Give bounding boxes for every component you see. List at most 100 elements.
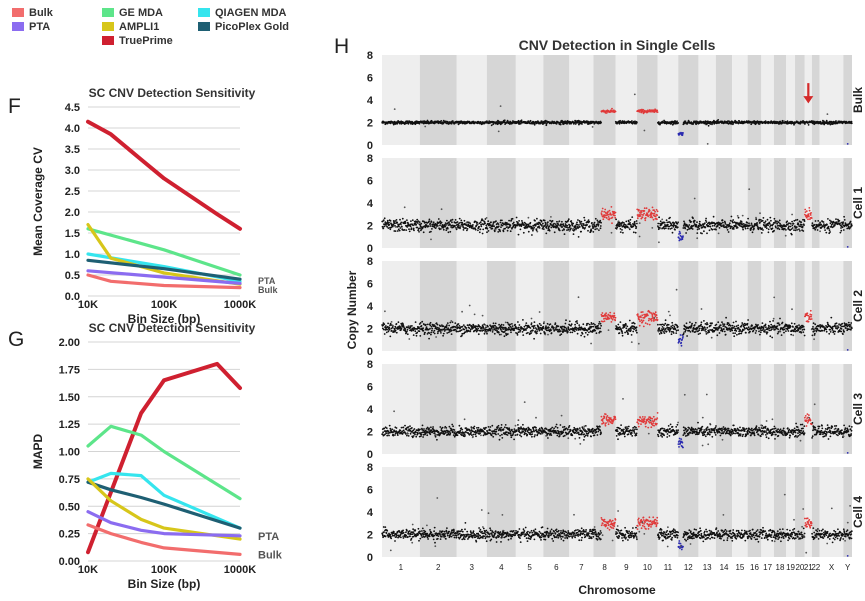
cnv-point: [803, 329, 805, 331]
cnv-point: [778, 322, 780, 324]
cnv-point: [803, 326, 805, 328]
cnv-point: [800, 332, 802, 334]
cnv-point: [672, 325, 674, 327]
cnv-point: [770, 324, 772, 326]
cnv-point: [703, 320, 705, 322]
cnv-point: [732, 332, 734, 334]
cnv-point: [804, 209, 806, 211]
cnv-point: [792, 225, 794, 227]
cnv-point: [759, 334, 761, 336]
cnv-point: [497, 328, 499, 330]
y-tick-label: 4: [367, 95, 374, 107]
cnv-point: [577, 333, 579, 335]
cnv-point: [717, 119, 719, 121]
cnv-point: [850, 221, 852, 223]
cnv-point: [511, 323, 513, 325]
cnv-point: [595, 218, 597, 220]
cnv-point: [843, 229, 845, 231]
cnv-point: [790, 223, 792, 225]
cnv-point: [592, 231, 594, 233]
cnv-point: [810, 316, 812, 318]
cnv-point: [850, 329, 852, 331]
cnv-point: [585, 332, 587, 334]
cnv-point: [411, 330, 413, 332]
chromosome-band: [698, 158, 715, 248]
cnv-point: [416, 332, 418, 334]
cnv-point: [698, 228, 700, 230]
cnv-point: [485, 224, 487, 226]
cnv-point: [639, 319, 641, 321]
cnv-point: [742, 229, 744, 231]
legend-swatch-3: [102, 22, 114, 31]
cnv-point: [426, 434, 428, 436]
cnv-point: [711, 337, 713, 339]
cnv-point: [665, 319, 667, 321]
cnv-point: [540, 333, 542, 335]
y-tick-label: 2: [367, 118, 373, 130]
cnv-point: [555, 327, 557, 329]
cnv-point: [430, 231, 432, 233]
cnv-point: [744, 328, 746, 330]
cnv-point: [587, 323, 589, 325]
cnv-point: [791, 221, 793, 223]
chromosome-band: [616, 261, 637, 351]
cnv-point: [416, 335, 418, 337]
cnv-point: [461, 311, 463, 313]
cnv-point: [770, 220, 772, 222]
cnv-point: [480, 221, 482, 223]
cnv-point: [735, 328, 737, 330]
cnv-point: [435, 226, 437, 228]
cnv-point: [651, 314, 653, 316]
cnv-point: [488, 230, 490, 232]
cnv-point: [499, 230, 501, 232]
cnv-point: [834, 325, 836, 327]
chromosome-band: [774, 55, 786, 145]
cnv-point: [500, 226, 502, 228]
panel-letter-g: G: [8, 328, 24, 351]
cnv-point: [691, 323, 693, 325]
cnv-point: [643, 326, 645, 328]
cnv-point: [540, 324, 542, 326]
cnv-point: [790, 334, 792, 336]
cnv-point: [826, 331, 828, 333]
cnv-point: [651, 320, 653, 322]
cnv-point: [729, 222, 731, 224]
cnv-point: [612, 319, 614, 321]
cnv-point: [682, 336, 684, 338]
cnv-point: [409, 231, 411, 233]
cnv-point: [677, 329, 679, 331]
cnv-point: [492, 331, 494, 333]
cnv-point: [799, 230, 801, 232]
cnv-point: [765, 326, 767, 328]
cnv-point: [673, 222, 675, 224]
cnv-point: [741, 325, 743, 327]
cnv-point: [627, 333, 629, 335]
cnv-point: [430, 332, 432, 334]
cnv-point: [811, 314, 813, 316]
cnv-point: [568, 218, 570, 220]
cnv-point: [682, 227, 684, 229]
chromosome-band: [805, 364, 812, 454]
legend-swatch-0: [12, 8, 24, 17]
cnv-point: [408, 426, 410, 428]
cnv-point: [722, 330, 724, 332]
cnv-point: [701, 308, 703, 310]
cnv-point: [625, 324, 627, 326]
cnv-point: [549, 225, 551, 227]
cnv-point: [719, 227, 721, 229]
cnv-point: [477, 330, 479, 332]
cnv-point: [583, 224, 585, 226]
chromosome-band: [637, 158, 658, 248]
cnv-point: [629, 320, 631, 322]
cnv-point: [574, 330, 576, 332]
cnv-point: [699, 333, 701, 335]
cnv-point: [734, 326, 736, 328]
cnv-point: [572, 223, 574, 225]
chromosome-band: [569, 55, 593, 145]
y-tick-label: 8: [367, 50, 373, 62]
cnv-point: [814, 323, 816, 325]
cnv-point: [429, 328, 431, 330]
cnv-point: [639, 212, 641, 214]
cnv-point: [807, 312, 809, 314]
